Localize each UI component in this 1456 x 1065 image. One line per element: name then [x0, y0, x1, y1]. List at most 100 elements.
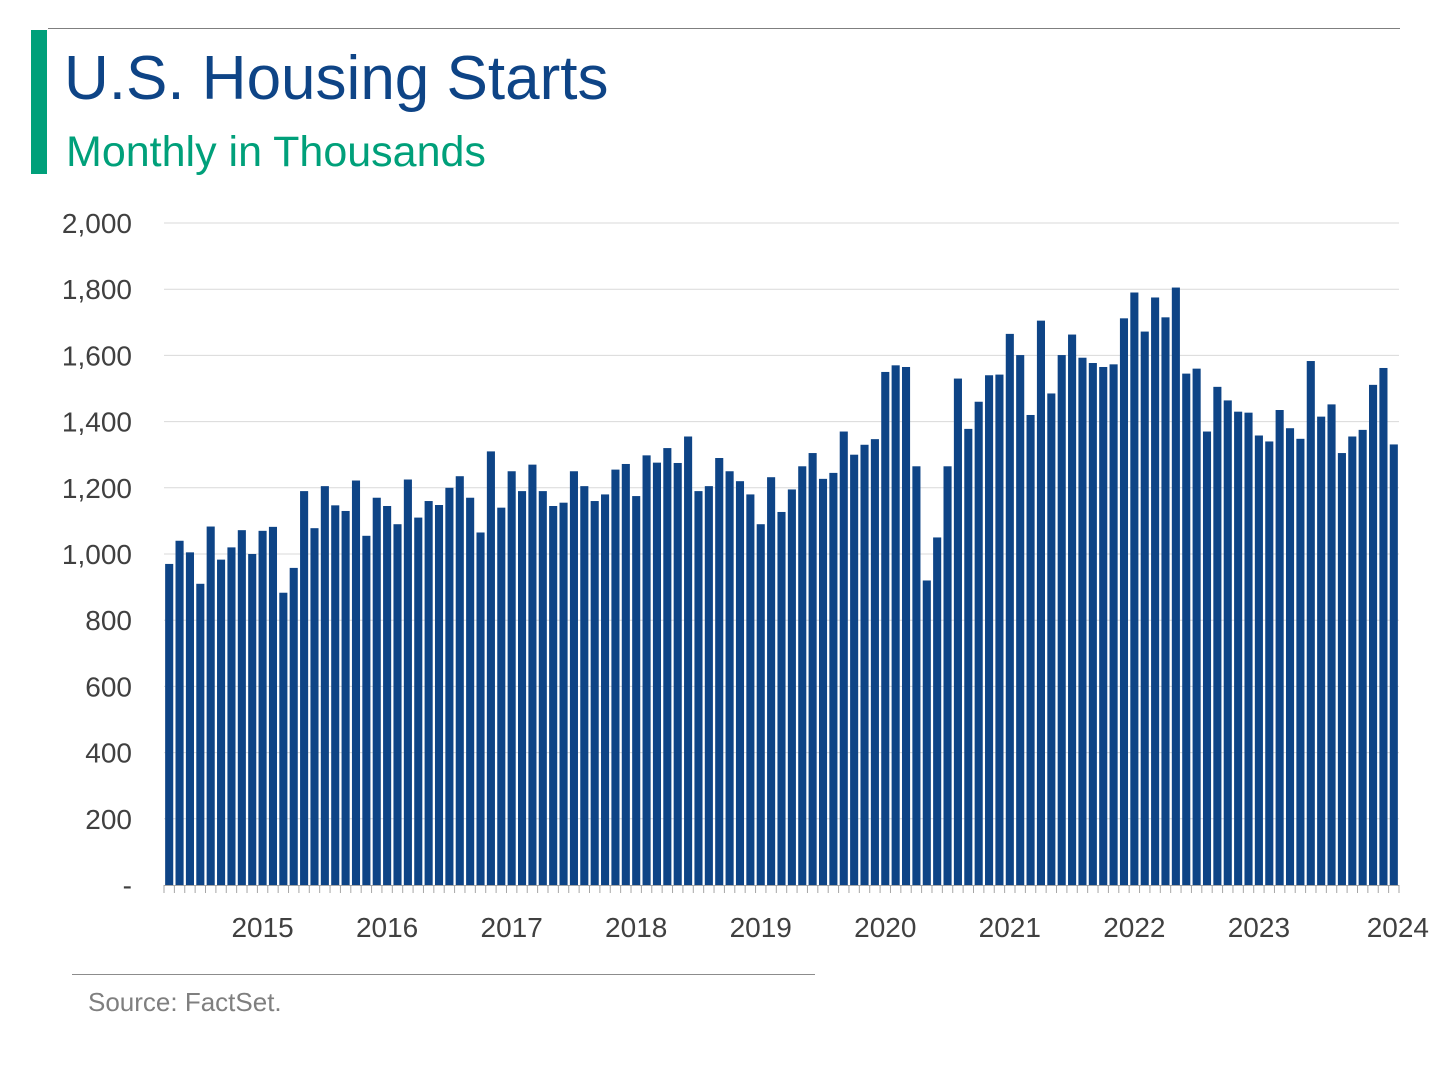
bar	[767, 477, 776, 885]
bar	[538, 491, 547, 885]
bar	[860, 444, 869, 885]
bar	[466, 497, 475, 885]
bar	[518, 491, 527, 885]
bar	[351, 480, 361, 885]
bar	[1369, 384, 1378, 885]
y-tick-label: 1,200	[62, 473, 132, 504]
bar	[829, 472, 838, 885]
bar	[1202, 431, 1212, 885]
bar	[1171, 287, 1180, 885]
bar	[310, 528, 319, 885]
bar	[798, 466, 807, 885]
bar	[870, 439, 879, 885]
bar	[372, 497, 381, 885]
bar	[1317, 416, 1326, 885]
x-tick-label: 2016	[356, 912, 418, 943]
bar	[227, 547, 236, 885]
y-tick-label: 1,000	[62, 539, 132, 570]
bar	[1254, 435, 1263, 885]
bar	[704, 486, 713, 885]
bar	[787, 489, 796, 885]
bar	[1140, 331, 1149, 885]
bar	[362, 535, 371, 885]
bar	[974, 401, 983, 885]
bar	[434, 505, 444, 885]
bar	[1213, 386, 1222, 885]
bar	[912, 466, 921, 885]
bar	[1275, 410, 1284, 885]
bar	[922, 580, 931, 885]
bar	[486, 451, 495, 885]
x-tick-label: 2024	[1367, 912, 1429, 943]
bar	[1036, 320, 1045, 885]
bar	[943, 466, 952, 885]
x-tick-label: 2022	[1103, 912, 1165, 943]
bars	[165, 287, 1398, 886]
bar	[953, 378, 962, 885]
bar	[818, 478, 828, 885]
bar	[1057, 355, 1066, 885]
bar	[185, 552, 194, 885]
bar	[1296, 438, 1305, 885]
bar	[632, 496, 641, 885]
bar	[1285, 428, 1295, 885]
bar	[268, 526, 278, 885]
bar	[1348, 436, 1357, 885]
y-tick-label: 800	[85, 605, 132, 636]
bar	[735, 481, 745, 885]
bar	[621, 463, 630, 885]
bar	[1068, 334, 1077, 885]
chart-title: U.S. Housing Starts	[64, 44, 609, 113]
bar	[1099, 366, 1108, 885]
top-rule	[48, 28, 1400, 29]
bar	[777, 511, 786, 885]
bar	[559, 502, 568, 885]
bar	[165, 563, 174, 885]
bar	[1119, 318, 1129, 886]
bar	[580, 486, 589, 885]
y-tick-label: 200	[85, 804, 132, 835]
bar	[206, 526, 215, 885]
bar	[248, 554, 257, 885]
bar	[601, 494, 610, 885]
y-tick-label: 1,800	[62, 274, 132, 305]
bar	[694, 491, 703, 885]
bar	[528, 464, 537, 885]
bar	[476, 532, 485, 885]
x-tick-label: 2019	[730, 912, 792, 943]
bar	[995, 374, 1004, 885]
bar	[1192, 368, 1201, 885]
bar	[684, 436, 693, 885]
bar	[1265, 441, 1274, 885]
x-tick-label: 2018	[605, 912, 667, 943]
x-tick-label: 2017	[481, 912, 543, 943]
bar	[300, 491, 309, 885]
bar	[652, 462, 661, 885]
bar	[1151, 297, 1160, 886]
bar	[881, 371, 890, 885]
bar	[1109, 364, 1118, 886]
bar	[341, 510, 350, 885]
bar	[258, 530, 267, 885]
x-tick-label: 2021	[979, 912, 1041, 943]
bar	[1130, 292, 1139, 885]
bar	[964, 428, 973, 885]
bar	[725, 471, 734, 885]
bar	[642, 455, 651, 885]
x-tick-label: 2020	[854, 912, 916, 943]
bar	[331, 505, 340, 885]
bar	[549, 506, 558, 885]
bar	[1078, 357, 1087, 886]
bar	[746, 494, 755, 885]
bar	[673, 462, 682, 885]
y-axis-labels: - 200 400 600 800 1,000 1,200 1,400 1,600 1,800 2,…	[62, 208, 132, 901]
bar	[1379, 367, 1388, 886]
bar	[663, 448, 672, 885]
bar	[196, 583, 205, 885]
x-tick-label: 2023	[1228, 912, 1290, 943]
bar	[985, 375, 994, 885]
bar	[1244, 412, 1253, 885]
bar	[933, 537, 942, 885]
bar	[217, 559, 226, 885]
